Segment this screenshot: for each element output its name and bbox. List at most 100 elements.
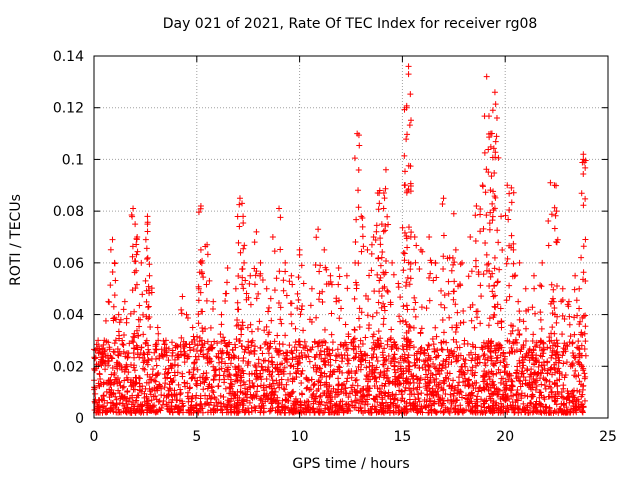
spike-point xyxy=(380,269,387,276)
spike-point xyxy=(130,333,137,340)
spike-point xyxy=(411,306,418,313)
spike-point xyxy=(482,240,489,247)
y-tick-label: 0.14 xyxy=(53,49,84,65)
spike-point xyxy=(277,246,284,253)
noise-point xyxy=(207,399,214,406)
peak-point xyxy=(315,226,322,233)
noise-point xyxy=(507,402,514,409)
noise-point xyxy=(355,400,362,407)
spike-point xyxy=(400,249,407,256)
noise-point xyxy=(435,383,442,390)
spike-point xyxy=(488,355,495,362)
noise-point xyxy=(438,402,445,409)
spike-point xyxy=(358,309,365,316)
noise-point xyxy=(533,339,540,346)
noise-point xyxy=(108,404,115,411)
noise-point xyxy=(403,343,410,350)
spike-point xyxy=(403,329,410,336)
spike-point xyxy=(142,236,149,243)
spike-point xyxy=(109,269,116,276)
noise-point xyxy=(244,388,251,395)
noise-point xyxy=(546,383,553,390)
spike-point xyxy=(548,354,555,361)
noise-point xyxy=(222,360,229,367)
noise-point xyxy=(422,357,429,364)
noise-point xyxy=(357,366,364,373)
spike-point xyxy=(357,348,364,355)
spike-point xyxy=(156,355,163,362)
noise-point xyxy=(519,406,526,413)
spike-point xyxy=(375,255,382,262)
spike-point xyxy=(128,211,135,218)
spike-point xyxy=(548,211,555,218)
noise-point xyxy=(148,376,155,383)
spike-point xyxy=(359,233,366,240)
peak-point xyxy=(183,311,190,318)
spike-point xyxy=(375,341,382,348)
spike-point xyxy=(240,213,247,220)
spike-point xyxy=(450,261,457,268)
noise-point xyxy=(246,370,253,377)
noise-point xyxy=(107,390,114,397)
noise-point xyxy=(177,406,184,413)
noise-point xyxy=(153,346,160,353)
spike-point xyxy=(382,185,389,192)
spike-point xyxy=(579,159,586,166)
spike-point xyxy=(143,245,150,252)
noise-point xyxy=(464,396,471,403)
noise-point xyxy=(343,347,350,354)
noise-point xyxy=(162,366,169,373)
noise-point xyxy=(262,366,269,373)
spike-point xyxy=(377,241,384,248)
noise-point xyxy=(333,400,340,407)
spike-point xyxy=(199,270,206,277)
noise-point xyxy=(338,351,345,358)
spike-point xyxy=(238,326,245,333)
spike-point xyxy=(402,283,409,290)
noise-point xyxy=(104,408,111,415)
spike-point xyxy=(239,281,246,288)
noise-point xyxy=(185,395,192,402)
noise-point xyxy=(322,362,329,369)
spike-point xyxy=(491,205,498,212)
noise-point xyxy=(92,390,99,397)
spike-point xyxy=(546,334,553,341)
spike-point xyxy=(582,323,589,330)
spike-point xyxy=(512,336,519,343)
spike-point xyxy=(407,338,414,345)
spike-point xyxy=(449,254,456,261)
noise-point xyxy=(433,353,440,360)
noise-point xyxy=(508,381,515,388)
spike-point xyxy=(120,306,127,313)
noise-point xyxy=(305,402,312,409)
peak-point xyxy=(300,280,307,287)
noise-point xyxy=(475,353,482,360)
spike-point xyxy=(404,244,411,251)
noise-point xyxy=(410,385,417,392)
noise-point xyxy=(359,356,366,363)
noise-point xyxy=(96,371,103,378)
noise-point xyxy=(245,360,252,367)
noise-point xyxy=(427,356,434,363)
spike-point xyxy=(120,341,127,348)
spike-point xyxy=(579,314,586,321)
noise-point xyxy=(552,391,559,398)
noise-point xyxy=(231,353,238,360)
noise-point xyxy=(352,377,359,384)
noise-point xyxy=(164,370,171,377)
noise-point xyxy=(148,397,155,404)
noise-point xyxy=(446,409,453,416)
noise-point xyxy=(127,409,134,416)
spike-point xyxy=(482,189,489,196)
noise-point xyxy=(582,338,589,345)
noise-point xyxy=(413,356,420,363)
noise-point xyxy=(560,385,567,392)
noise-point xyxy=(151,377,158,384)
spike-point xyxy=(316,351,323,358)
noise-point xyxy=(168,406,175,413)
spike-point xyxy=(352,239,359,246)
noise-point xyxy=(197,405,204,412)
noise-point xyxy=(226,371,233,378)
noise-point xyxy=(348,374,355,381)
spike-point xyxy=(265,304,272,311)
